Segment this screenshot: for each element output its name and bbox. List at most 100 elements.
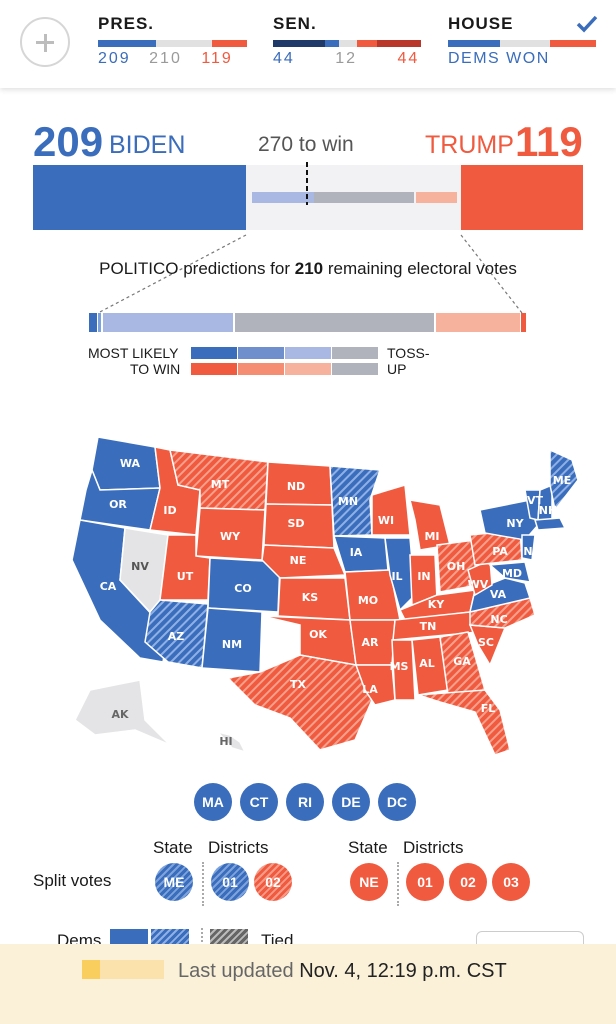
- svg-text:IA: IA: [350, 546, 363, 559]
- state-circle-de[interactable]: DE: [332, 783, 370, 821]
- split-state-header-1: State: [153, 838, 193, 857]
- legend-dems-hatched-swatch: [151, 929, 189, 945]
- svg-text:NM: NM: [222, 638, 242, 651]
- svg-text:GA: GA: [453, 655, 471, 668]
- svg-text:MI: MI: [424, 530, 439, 543]
- rep-won-segment: [461, 165, 583, 230]
- house-label: HOUSE: [448, 14, 514, 33]
- split-votes-label: Split votes: [33, 871, 112, 890]
- svg-text:IN: IN: [417, 570, 430, 583]
- house-race-summary[interactable]: HOUSE DEMS WON: [448, 14, 596, 67]
- split-ne-district-1[interactable]: 01: [406, 863, 444, 901]
- state-ME: [549, 448, 579, 512]
- senate-rep-count: 44: [397, 50, 420, 67]
- svg-text:NC: NC: [490, 613, 507, 626]
- svg-text:TN: TN: [420, 620, 437, 633]
- svg-text:MD: MD: [502, 567, 522, 580]
- svg-text:NE: NE: [290, 554, 307, 567]
- legend-up: UP: [387, 361, 407, 377]
- state-WI: [371, 484, 411, 536]
- last-updated-footer: Last updated Nov. 4, 12:19 p.m. CST: [0, 944, 616, 1024]
- svg-text:KS: KS: [302, 591, 319, 604]
- svg-text:MN: MN: [338, 495, 358, 508]
- state-HI: [215, 730, 247, 754]
- senate-bar: [273, 40, 421, 47]
- split-ne-state[interactable]: NE: [350, 863, 388, 901]
- legend-to-win: TO WIN: [130, 361, 181, 377]
- svg-text:TX: TX: [290, 678, 307, 691]
- svg-text:ME: ME: [553, 474, 571, 487]
- svg-text:VT: VT: [527, 494, 544, 507]
- president-race-summary[interactable]: PRES. 209 210 119: [98, 14, 247, 67]
- state-circle-ct[interactable]: CT: [240, 783, 278, 821]
- svg-text:PA: PA: [492, 545, 508, 558]
- legend-most-likely: MOST LIKELY: [88, 345, 179, 361]
- senate-undecided-count: 12: [335, 50, 358, 67]
- lean-dem-segment: [252, 192, 330, 203]
- svg-text:SD: SD: [287, 517, 304, 530]
- legend-dems-solid-swatch: [110, 929, 148, 945]
- predictions-caption: POLITICO predictions for 210 remaining e…: [99, 259, 517, 278]
- state-MS: [391, 639, 416, 701]
- split-ne-district-3[interactable]: 03: [492, 863, 530, 901]
- tossup-segment: [314, 192, 414, 203]
- split-ne-district-2[interactable]: 02: [449, 863, 487, 901]
- svg-text:WV: WV: [468, 578, 489, 591]
- svg-text:NV: NV: [131, 560, 149, 573]
- state-MI: [408, 499, 451, 551]
- svg-text:LA: LA: [362, 683, 378, 696]
- senate-race-summary[interactable]: SEN. 44 12 44: [273, 14, 421, 67]
- svg-text:FL: FL: [481, 702, 496, 715]
- svg-text:NJ: NJ: [523, 545, 536, 558]
- state-MN: [329, 465, 382, 537]
- svg-text:WY: WY: [220, 530, 241, 543]
- state-AZ: [144, 599, 209, 669]
- checkmark-icon: [576, 15, 598, 33]
- state-LA: [354, 664, 396, 706]
- senate-label: SEN.: [273, 14, 317, 33]
- svg-text:SC: SC: [478, 636, 494, 649]
- us-electoral-map[interactable]: WA OR CA NV ID MT WY UT AZ CO NM ND SD N…: [0, 420, 616, 760]
- state-circle-ma[interactable]: MA: [194, 783, 232, 821]
- lean-rep-segment: [416, 192, 457, 203]
- biden-electoral-votes: 209: [33, 118, 104, 165]
- state-circle-ri[interactable]: RI: [286, 783, 324, 821]
- add-icon[interactable]: [20, 17, 70, 67]
- svg-text:CA: CA: [100, 580, 117, 593]
- prediction-bar: [89, 313, 526, 332]
- state-IL: [384, 537, 416, 612]
- split-divider: [202, 862, 204, 906]
- svg-text:NH: NH: [539, 504, 557, 517]
- split-state-header-2: State: [348, 838, 388, 857]
- last-updated-timestamp: Nov. 4, 12:19 p.m. CST: [299, 960, 507, 982]
- svg-text:ND: ND: [287, 480, 305, 493]
- split-divider: [397, 862, 399, 906]
- svg-text:AZ: AZ: [168, 630, 185, 643]
- trump-name: TRUMP: [425, 131, 514, 159]
- svg-text:IL: IL: [391, 570, 402, 583]
- loading-indicator: [82, 960, 164, 979]
- house-status: DEMS WON: [448, 50, 550, 67]
- svg-text:OR: OR: [109, 498, 127, 511]
- last-updated-label: Last updated: [178, 960, 294, 982]
- svg-text:CO: CO: [234, 582, 251, 595]
- electoral-vote-bar: [33, 165, 583, 230]
- state-circle-dc[interactable]: DC: [378, 783, 416, 821]
- state-FL: [417, 689, 511, 756]
- state-MD: [488, 561, 532, 583]
- president-dem-count: 209: [98, 50, 131, 67]
- split-districts-header-1: Districts: [208, 838, 269, 857]
- remaining-votes: 210: [294, 259, 324, 278]
- split-me-district-1[interactable]: 01: [211, 863, 249, 901]
- threshold-label: 270 to win: [258, 133, 354, 156]
- president-bar: [98, 40, 247, 47]
- svg-text:MS: MS: [390, 660, 409, 673]
- split-me-state[interactable]: ME: [155, 863, 193, 901]
- bar-connector-lines: [97, 162, 523, 314]
- svg-text:KY: KY: [428, 598, 446, 611]
- svg-text:OH: OH: [447, 560, 466, 573]
- president-label: PRES.: [98, 14, 155, 33]
- split-me-district-2[interactable]: 02: [254, 863, 292, 901]
- state-NY: [479, 499, 539, 541]
- dem-won-segment: [33, 165, 246, 230]
